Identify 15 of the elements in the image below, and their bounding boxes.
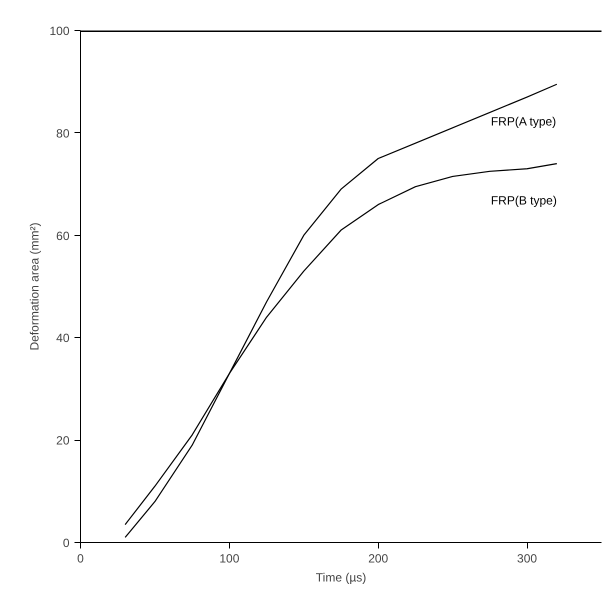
x-tick-label: 0	[77, 552, 84, 566]
line-series	[124, 84, 558, 538]
x-axis-title: Time (µs)	[316, 570, 366, 584]
y-tick-label: 100	[49, 24, 70, 38]
series-label: FRP(B type)	[490, 194, 557, 208]
y-tick-label: 0	[62, 536, 70, 550]
y-tick-label: 20	[56, 434, 70, 448]
x-tick-label: 300	[517, 552, 538, 566]
x-tick-label: 200	[368, 552, 389, 566]
x-tick-label: 100	[219, 552, 240, 566]
y-tick-label: 60	[56, 228, 70, 243]
y-tick-label: 80	[56, 126, 70, 140]
y-tick-label: 40	[56, 331, 70, 346]
series-label: FRP(A type)	[490, 114, 556, 128]
y-axis-title: Deformation area (mm²)	[27, 222, 42, 351]
